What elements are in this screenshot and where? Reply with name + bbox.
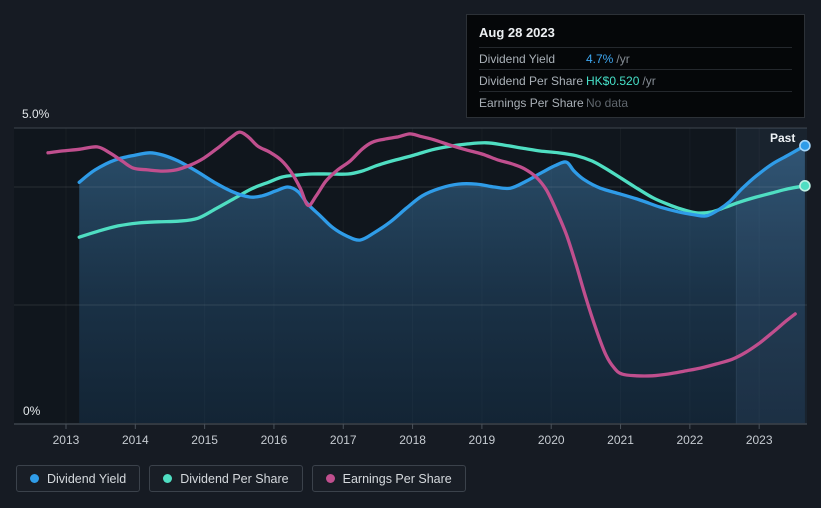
legend-label: Dividend Yield xyxy=(47,471,127,486)
legend-item-dividend-yield[interactable]: Dividend Yield xyxy=(16,465,141,492)
past-region-label: Past xyxy=(770,131,796,145)
tooltip-row-dividend-yield: Dividend Yield 4.7% /yr xyxy=(479,48,792,70)
earnings-per-share-line[interactable] xyxy=(46,130,797,378)
legend-item-dividend-per-share[interactable]: Dividend Per Share xyxy=(149,465,303,492)
chart-tooltip: Aug 28 2023 Dividend Yield 4.7% /yr Divi… xyxy=(466,14,805,118)
x-tick-label-2018: 2018 xyxy=(399,433,426,447)
tooltip-value-suffix: /yr xyxy=(642,73,656,88)
y-axis-max-label: 5.0% xyxy=(22,107,50,121)
x-tick-label-2022: 2022 xyxy=(677,433,704,447)
tooltip-label: Dividend Per Share xyxy=(479,73,584,88)
x-tick-label-2014: 2014 xyxy=(122,433,149,447)
tooltip-value-suffix: /yr xyxy=(616,51,630,66)
x-tick-label-2021: 2021 xyxy=(607,433,634,447)
x-tick-label-2013: 2013 xyxy=(53,433,80,447)
dividend-history-chart[interactable]: 2013 2014 2015 2016 2017 2018 2019 2020 2021 2022… xyxy=(0,0,821,455)
chart-legend: Dividend Yield Dividend Per Share Earnin… xyxy=(16,465,466,492)
tooltip-value: HK$0.520 xyxy=(586,73,640,88)
dividend-per-share-endpoint-dot xyxy=(799,180,811,192)
tooltip-label: Earnings Per Share xyxy=(479,95,584,110)
tooltip-label: Dividend Yield xyxy=(479,51,556,66)
legend-item-earnings-per-share[interactable]: Earnings Per Share xyxy=(311,465,466,492)
tooltip-date: Aug 28 2023 xyxy=(479,23,792,48)
y-axis-min-label: 0% xyxy=(23,404,41,418)
tooltip-row-earnings-per-share: Earnings Per Share No data xyxy=(479,92,792,113)
dividend-per-share-dot-icon xyxy=(163,474,173,483)
x-tick-label-2023: 2023 xyxy=(746,433,773,447)
dividend-per-share-line[interactable] xyxy=(77,141,807,239)
tooltip-value: 4.7% xyxy=(586,51,614,66)
x-tick-label-2016: 2016 xyxy=(261,433,288,447)
past-region-band xyxy=(736,128,807,424)
legend-label: Dividend Per Share xyxy=(180,471,289,486)
earnings-per-share-dot-icon xyxy=(325,474,335,483)
x-tick-label-2015: 2015 xyxy=(191,433,218,447)
x-tick-label-2020: 2020 xyxy=(538,433,565,447)
x-tick-label-2019: 2019 xyxy=(469,433,496,447)
dividend-yield-dot-icon xyxy=(30,474,39,483)
dividend-yield-area xyxy=(79,145,805,423)
dividend-yield-line[interactable] xyxy=(77,144,807,242)
x-tick-label-2017: 2017 xyxy=(330,433,357,447)
dividend-yield-endpoint-dot xyxy=(799,139,811,152)
tooltip-row-dividend-per-share: Dividend Per Share HK$0.520 /yr xyxy=(479,70,792,92)
tooltip-value: No data xyxy=(586,95,629,110)
legend-label: Earnings Per Share xyxy=(342,471,452,486)
